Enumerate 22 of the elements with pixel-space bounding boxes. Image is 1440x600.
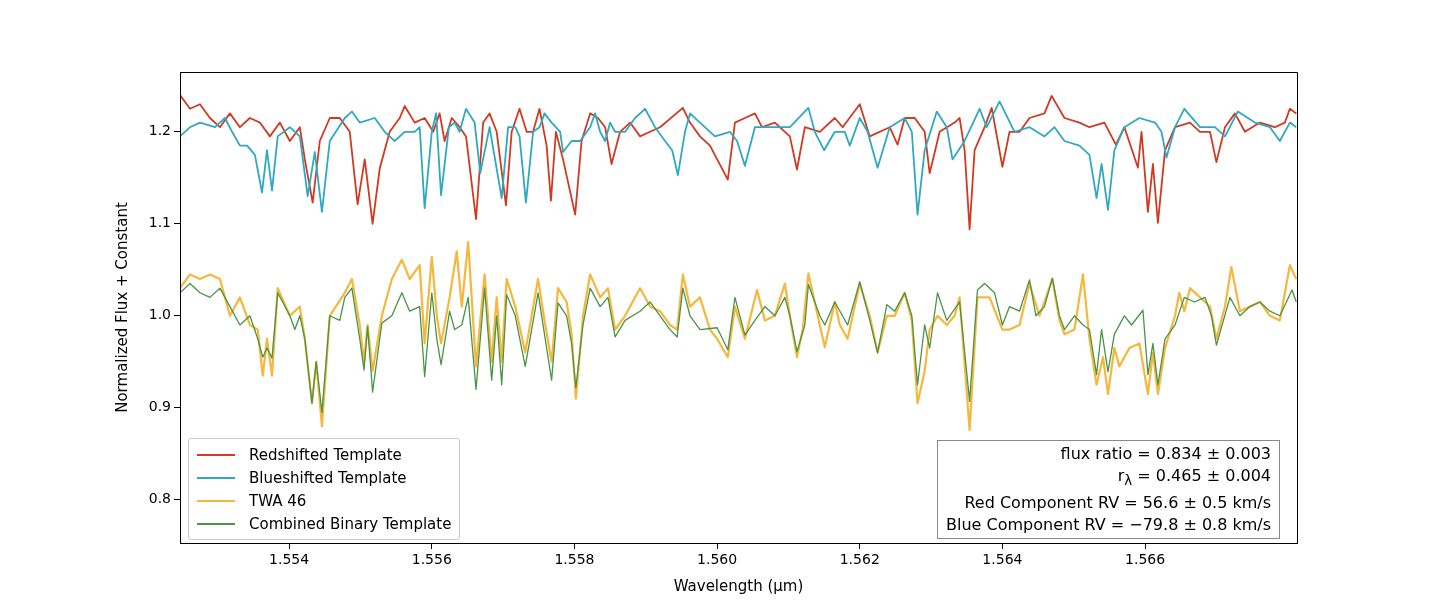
y-tick-label: 0.8 [148,490,171,507]
x-tick-label: 1.558 [554,551,595,568]
y-tick-label: 1.0 [148,306,171,323]
legend-label: Blueshifted Template [249,468,407,487]
legend-label: Redshifted Template [249,445,402,464]
x-tick-label: 1.560 [697,551,738,568]
x-tick-label: 1.566 [1125,551,1166,568]
legend-label: TWA 46 [249,491,307,510]
annotation: flux ratio = 0.834 ± 0.003 [1059,442,1271,465]
annotation: Red Component RV = 56.6 ± 0.5 km/s [963,492,1271,514]
y-tick-label: 1.2 [148,122,171,139]
legend-label: Combined Binary Template [249,514,452,533]
x-axis-title: Wavelength (μm) [673,576,804,595]
x-tick-label: 1.564 [982,551,1023,568]
annotation: r$_{λ}$ = 0.465 ± 0.004 [1116,464,1271,490]
annotation: Blue Component RV = −79.8 ± 0.8 km/s [946,514,1271,536]
x-tick-label: 1.554 [269,551,310,568]
x-tick-label: 1.562 [839,551,880,568]
y-tick-label: 1.1 [148,214,171,231]
x-tick-label: 1.556 [411,551,452,568]
y-tick-label: 0.9 [148,398,171,415]
y-axis-title: Normalized Flux + Constant [112,202,131,413]
